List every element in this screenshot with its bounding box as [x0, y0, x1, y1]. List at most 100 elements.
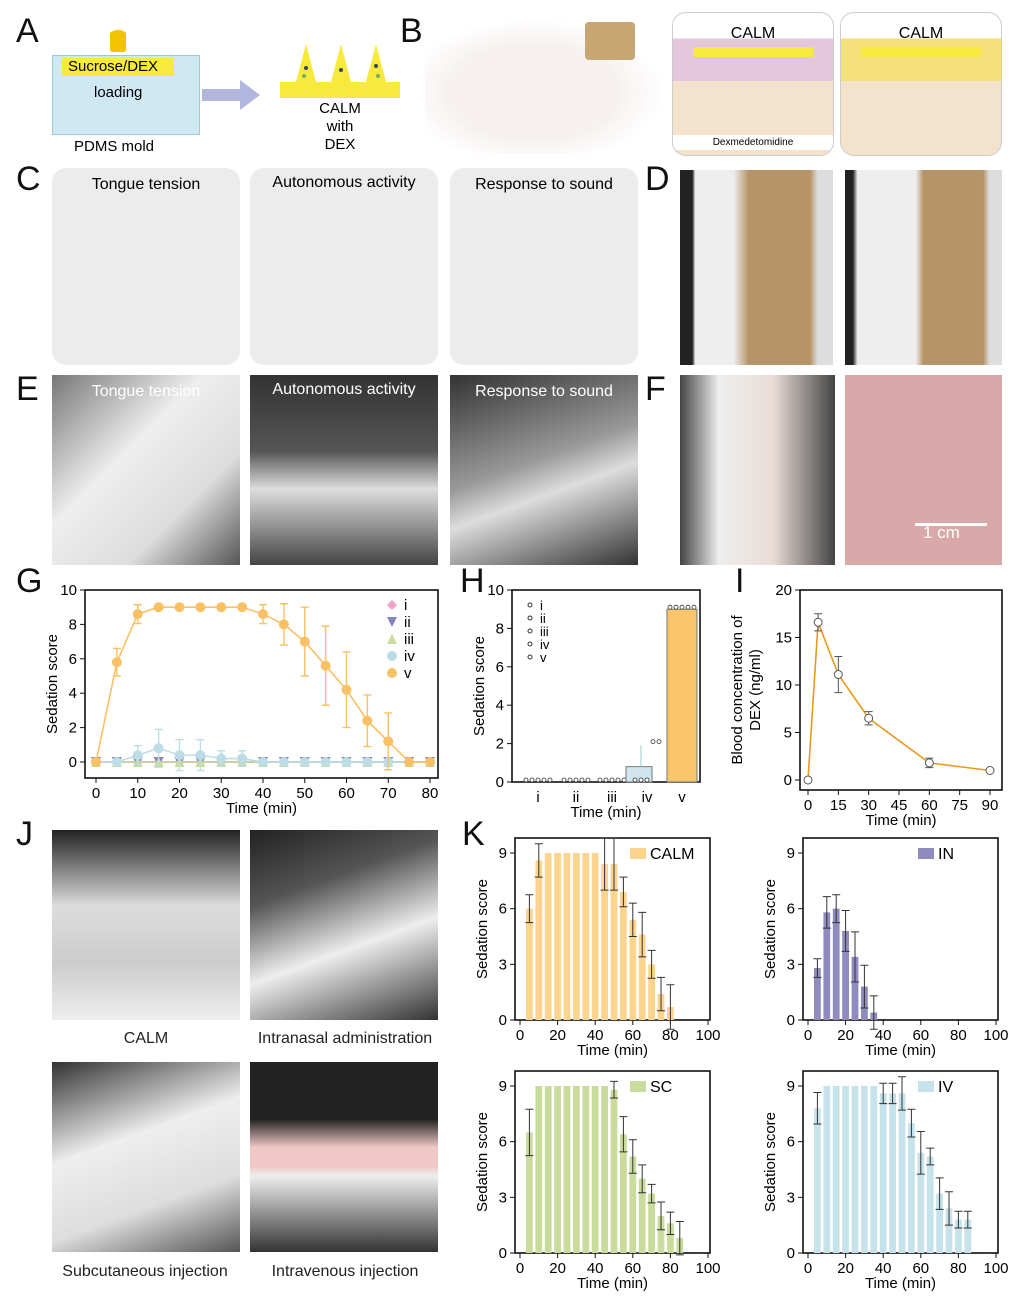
data-point — [523, 777, 529, 783]
data-point — [609, 777, 615, 783]
y-axis-label: Sedation score — [471, 636, 488, 736]
x-axis-label: Time (min) — [226, 800, 297, 817]
series-line-v — [95, 606, 430, 763]
x-tick-label: v — [678, 789, 686, 806]
title: Autonomous activity — [272, 381, 416, 398]
data-point-iv — [320, 757, 331, 767]
bar — [601, 864, 608, 1020]
data-point — [667, 604, 673, 610]
bar — [620, 891, 627, 1020]
bar — [908, 1019, 915, 1020]
y-tick-label: 9 — [787, 1078, 795, 1095]
error-bar — [638, 911, 647, 958]
panel-label-i: I — [735, 562, 745, 600]
x-tick-label: 0 — [804, 1260, 812, 1277]
bar — [685, 1252, 693, 1253]
y-axis-label: Sedation score — [474, 879, 491, 979]
y-tick-label: 15 — [775, 630, 792, 647]
x-axis-label: Time (min) — [865, 1042, 936, 1059]
bar — [842, 1086, 849, 1253]
plot-frame — [802, 837, 999, 1021]
data-point-v — [174, 602, 185, 613]
y-tick-label: 6 — [499, 1134, 507, 1151]
legend-label-v: v — [404, 665, 412, 682]
x-tick-label: i — [536, 789, 539, 806]
y-axis-label: Sedation score — [474, 1112, 491, 1212]
error-bar — [963, 1210, 972, 1229]
x-tick-label: 45 — [891, 797, 908, 814]
legend-marker-iii — [387, 634, 397, 644]
x-axis-label: Time (min) — [865, 812, 936, 829]
data-point — [673, 604, 679, 610]
data-point — [579, 777, 585, 783]
bar — [870, 1086, 878, 1253]
error-bar — [647, 1183, 656, 1204]
x-tick-label: 100 — [983, 1260, 1008, 1277]
bar — [879, 1019, 887, 1020]
panel-label-e: E — [16, 370, 39, 408]
x-tick-label: 100 — [983, 1027, 1008, 1044]
photo-intranasal — [250, 830, 438, 1020]
data-point — [656, 739, 662, 744]
x-tick-label: 0 — [804, 797, 812, 814]
data-point — [864, 713, 874, 723]
caption-subcutaneous: Subcutaneous injection — [62, 1263, 228, 1280]
arrow-right-icon — [202, 80, 260, 110]
y-tick-label: 9 — [499, 845, 507, 862]
data-point-v — [425, 757, 435, 767]
y-tick-label: 20 — [775, 582, 792, 599]
y-tick-label: 2 — [69, 720, 77, 737]
data-point-v — [320, 660, 331, 671]
y-tick-label: 0 — [784, 772, 792, 789]
data-point-v — [362, 715, 373, 726]
bar — [648, 1193, 655, 1253]
data-point — [621, 777, 627, 783]
calm-line3: DEX — [324, 136, 356, 153]
bar — [535, 1086, 543, 1253]
panel-label-b: B — [400, 12, 423, 50]
y-tick-label: 10 — [487, 582, 504, 599]
panel-label-k: K — [462, 815, 485, 853]
data-point — [603, 777, 609, 783]
y-tick-label: 3 — [787, 956, 795, 973]
error-bar — [907, 1108, 916, 1138]
x-tick-label: 90 — [982, 797, 999, 814]
x-tick-label: 80 — [950, 1260, 967, 1277]
error-bar — [822, 896, 831, 929]
legend-marker-iv — [527, 641, 533, 647]
error-bar — [619, 1116, 628, 1153]
y-tick-label: 8 — [496, 620, 504, 637]
x-axis-label: Time (min) — [577, 1042, 648, 1059]
data-point — [924, 758, 934, 768]
x-tick-label: 15 — [830, 797, 847, 814]
y-tick-label: 2 — [496, 736, 504, 753]
x-tick-label: 70 — [380, 785, 397, 802]
data-point — [833, 670, 843, 680]
bar — [526, 1132, 533, 1253]
patch-applicator — [585, 22, 635, 60]
bar — [526, 908, 533, 1020]
x-tick-label: iv — [642, 789, 653, 806]
y-tick-label: 5 — [784, 725, 792, 742]
y-axis-label: Sedation score — [762, 1112, 779, 1212]
legend-label: CALM — [650, 846, 694, 863]
error-bar — [610, 837, 618, 891]
bar — [823, 912, 831, 1020]
x-tick-label: 75 — [951, 797, 968, 814]
pdms-mold-caption: PDMS mold — [74, 138, 155, 155]
data-point — [803, 775, 813, 785]
photo-tongue-tension: Tongue tension — [52, 375, 240, 565]
error-bar — [666, 1211, 675, 1235]
data-point-iv — [216, 753, 227, 764]
data-point — [632, 777, 638, 783]
x-tick-label: 0 — [516, 1260, 524, 1277]
error-bar — [954, 1210, 963, 1229]
data-point-v — [299, 636, 310, 647]
error-bar — [628, 902, 637, 937]
x-tick-label: 100 — [695, 1260, 720, 1277]
bar — [638, 1178, 646, 1253]
data-point-v — [404, 757, 415, 767]
data-point-iv — [341, 757, 352, 767]
